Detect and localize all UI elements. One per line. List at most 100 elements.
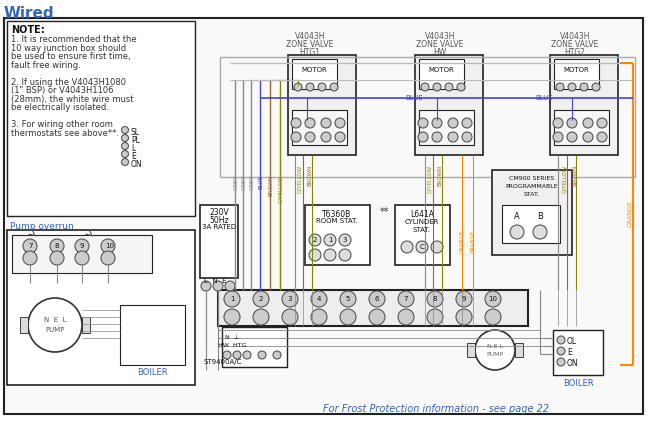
Text: B: B	[537, 212, 543, 221]
Circle shape	[339, 249, 351, 261]
Circle shape	[311, 291, 327, 307]
Circle shape	[369, 309, 385, 325]
Circle shape	[553, 132, 563, 142]
Text: GREY: GREY	[250, 175, 254, 189]
Text: Pump overrun: Pump overrun	[10, 222, 74, 231]
Circle shape	[23, 239, 37, 253]
Text: 7: 7	[28, 243, 32, 249]
Text: ZONE VALVE: ZONE VALVE	[551, 40, 598, 49]
Circle shape	[223, 351, 231, 359]
Circle shape	[462, 132, 472, 142]
Circle shape	[398, 309, 414, 325]
Circle shape	[553, 118, 563, 128]
Text: G/YELLOW: G/YELLOW	[298, 165, 303, 193]
Circle shape	[583, 118, 593, 128]
Circle shape	[431, 241, 443, 253]
Bar	[20, 317, 28, 333]
Text: 7: 7	[404, 296, 408, 302]
Circle shape	[201, 281, 211, 291]
Text: GREY: GREY	[234, 175, 239, 189]
Text: G/YELLOW: G/YELLOW	[562, 165, 567, 193]
Text: NOTE:: NOTE:	[11, 25, 45, 35]
Bar	[554, 59, 599, 89]
Bar	[305, 205, 370, 265]
Text: PUMP: PUMP	[45, 327, 65, 333]
Text: 4: 4	[317, 296, 321, 302]
Circle shape	[421, 83, 429, 91]
Text: **: **	[380, 207, 389, 217]
Circle shape	[448, 132, 458, 142]
Circle shape	[475, 330, 515, 370]
Circle shape	[243, 351, 251, 359]
Bar	[395, 205, 450, 265]
Text: HTG1: HTG1	[300, 48, 320, 57]
Circle shape	[335, 132, 345, 142]
Circle shape	[309, 234, 321, 246]
Text: HW  HTG: HW HTG	[218, 343, 247, 348]
Circle shape	[556, 83, 564, 91]
Text: ORANGE: ORANGE	[628, 200, 633, 227]
Circle shape	[432, 132, 442, 142]
Text: ZONE VALVE: ZONE VALVE	[287, 40, 334, 49]
Text: MOTOR: MOTOR	[301, 67, 327, 73]
Text: 5: 5	[345, 296, 350, 302]
Text: (28mm), the white wire must: (28mm), the white wire must	[11, 95, 133, 103]
Circle shape	[324, 234, 336, 246]
Circle shape	[330, 83, 338, 91]
Bar	[419, 110, 474, 145]
Text: MOTOR: MOTOR	[563, 67, 589, 73]
Text: Wired: Wired	[4, 5, 54, 21]
Bar	[200, 205, 238, 278]
Circle shape	[253, 291, 269, 307]
Circle shape	[233, 351, 241, 359]
Circle shape	[335, 118, 345, 128]
Circle shape	[418, 132, 428, 142]
Bar	[292, 110, 347, 145]
Text: BROWN: BROWN	[269, 175, 274, 196]
Text: CM900 SERIES: CM900 SERIES	[509, 176, 554, 181]
Circle shape	[23, 251, 37, 265]
Text: be electrically isolated.: be electrically isolated.	[11, 103, 109, 112]
Text: 10: 10	[488, 296, 498, 302]
Text: (1" BSP) or V4043H1106: (1" BSP) or V4043H1106	[11, 86, 113, 95]
Circle shape	[122, 151, 129, 157]
Text: 9: 9	[462, 296, 466, 302]
Text: N  E  L: N E L	[44, 317, 66, 323]
Text: 10 way junction box should: 10 way junction box should	[11, 43, 126, 52]
Text: ORANGE: ORANGE	[470, 230, 476, 253]
Text: STAT.: STAT.	[413, 227, 431, 233]
Bar	[292, 59, 337, 89]
Text: 50Hz: 50Hz	[209, 216, 229, 225]
Text: L  N  E: L N E	[204, 278, 226, 284]
Circle shape	[592, 83, 600, 91]
Circle shape	[309, 249, 321, 261]
Text: PUMP: PUMP	[487, 352, 503, 357]
Circle shape	[557, 336, 565, 344]
Bar	[288, 55, 356, 155]
Text: BOILER: BOILER	[563, 379, 593, 388]
Bar	[515, 343, 523, 357]
Text: PL: PL	[131, 136, 140, 145]
Text: BOILER: BOILER	[137, 368, 168, 377]
Text: 2: 2	[259, 296, 263, 302]
Text: GREY: GREY	[241, 175, 247, 189]
Bar	[550, 55, 618, 155]
Circle shape	[580, 83, 588, 91]
Circle shape	[433, 83, 441, 91]
Circle shape	[122, 159, 129, 165]
Text: V4043H: V4043H	[560, 32, 590, 41]
Text: ON: ON	[567, 359, 578, 368]
Bar	[553, 330, 603, 375]
Text: OL: OL	[567, 337, 577, 346]
Bar	[7, 21, 195, 216]
Text: N E L: N E L	[487, 344, 503, 349]
Text: BLUE: BLUE	[259, 175, 263, 189]
Circle shape	[291, 118, 301, 128]
Text: G/YELLOW: G/YELLOW	[428, 165, 432, 193]
Circle shape	[427, 291, 443, 307]
Circle shape	[418, 118, 428, 128]
Text: V4043H: V4043H	[295, 32, 325, 41]
Text: ZONE VALVE: ZONE VALVE	[416, 40, 464, 49]
Text: 9: 9	[80, 243, 85, 249]
Circle shape	[75, 251, 89, 265]
